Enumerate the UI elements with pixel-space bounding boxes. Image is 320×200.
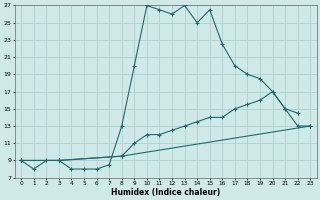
X-axis label: Humidex (Indice chaleur): Humidex (Indice chaleur) (111, 188, 220, 197)
